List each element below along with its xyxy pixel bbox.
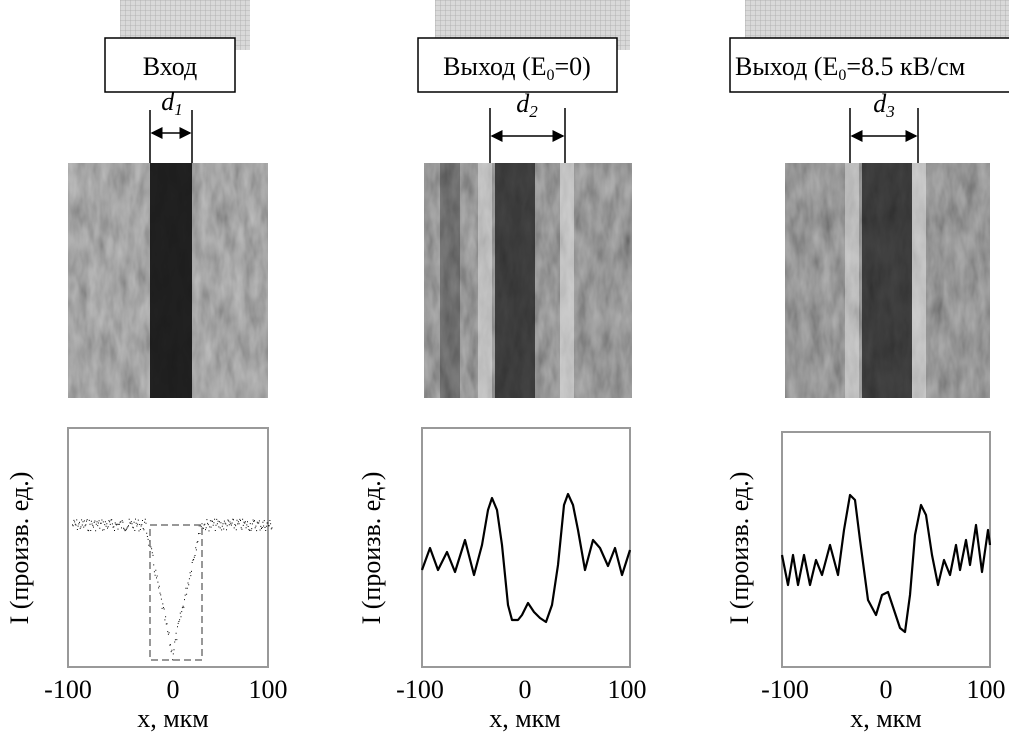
panel: Выход (E0=8.5 кВ/см d3 I (произв. ед.) -… xyxy=(725,0,1009,733)
profile xyxy=(72,518,273,661)
x-tick-label: -100 xyxy=(396,675,444,704)
d-label: d1 xyxy=(161,87,183,119)
x-axis-label: x, мкм xyxy=(850,704,922,733)
plot-frame xyxy=(421,427,631,668)
x-tick-label: 0 xyxy=(167,675,180,704)
profile xyxy=(420,492,632,624)
profile xyxy=(780,493,992,634)
x-axis-label: x, мкм xyxy=(489,704,561,733)
label-box xyxy=(104,37,236,93)
x-tick-label: -100 xyxy=(761,675,809,704)
panel: Выход (E0=0) d2 I (произв. ед.) -100 0 1… xyxy=(357,0,647,733)
x-tick-label: 100 xyxy=(249,675,288,704)
x-tick-label: 100 xyxy=(967,675,1006,704)
panel: Вход d1 I (произв. ед.) -100 0 100 x, мк… xyxy=(5,0,288,733)
plot-frame xyxy=(67,427,269,668)
image xyxy=(424,163,632,398)
x-tick-label: 0 xyxy=(519,675,532,704)
image xyxy=(68,163,268,398)
x-tick-label: 100 xyxy=(608,675,647,704)
y-axis-label: I (произв. ед.) xyxy=(725,472,754,625)
x-tick-label: -100 xyxy=(44,675,92,704)
panel-title: Выход (E0=0) xyxy=(443,52,591,84)
image xyxy=(785,163,990,398)
label-box xyxy=(729,37,1009,93)
d-label: d2 xyxy=(516,89,538,121)
y-axis-label: I (произв. ед.) xyxy=(357,472,386,625)
label-box xyxy=(417,37,618,93)
x-axis-label: x, мкм xyxy=(137,704,209,733)
x-tick-label: 0 xyxy=(880,675,893,704)
panel-title: Вход xyxy=(143,52,198,81)
plot-frame xyxy=(781,431,991,668)
zoom-box xyxy=(149,524,203,661)
panel-title: Выход (E0=8.5 кВ/см xyxy=(735,52,965,84)
d-label: d3 xyxy=(873,89,895,121)
y-axis-label: I (произв. ед.) xyxy=(5,472,34,625)
